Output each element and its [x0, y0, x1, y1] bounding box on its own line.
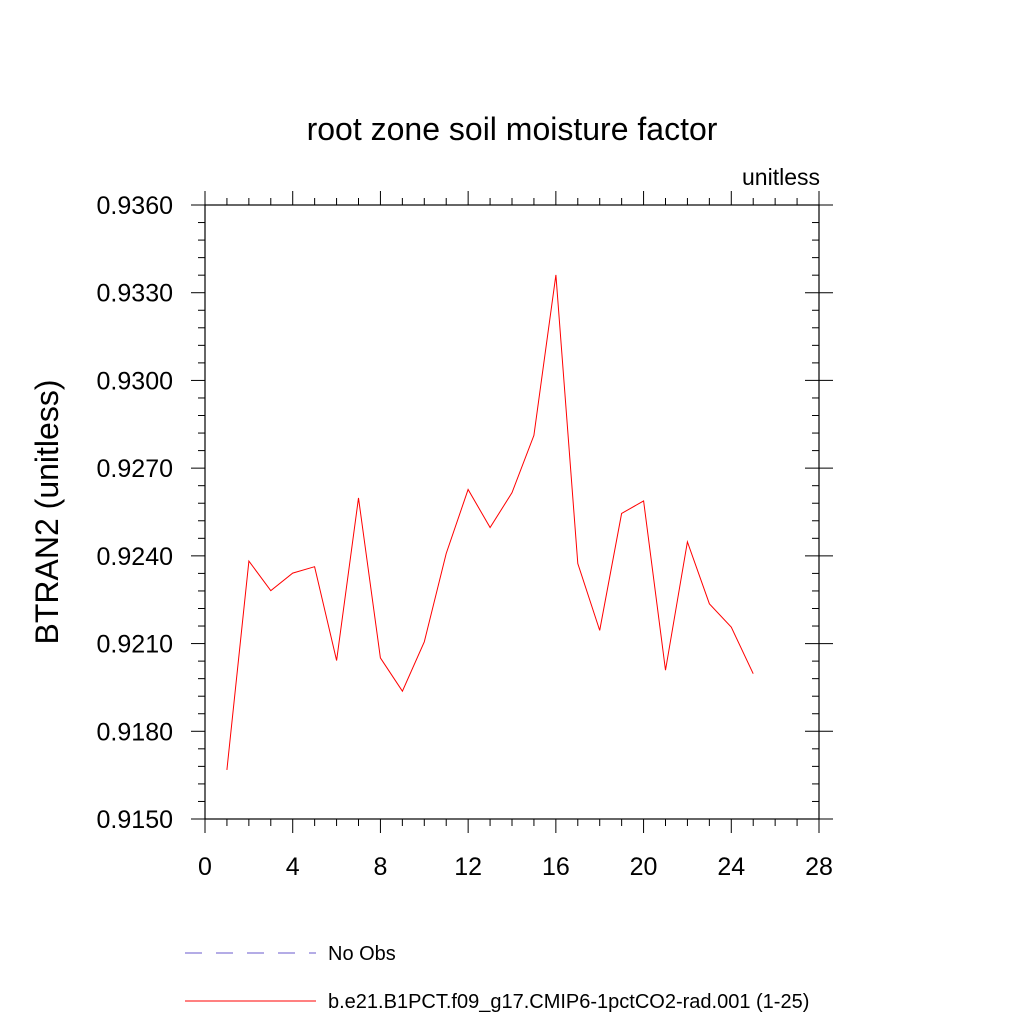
x-tick-label: 8: [373, 853, 387, 881]
y-axis-tick-labels: 0.9150 0.9180 0.9210 0.9240 0.9270 0.9300 0.93…: [97, 192, 173, 834]
legend-label-model-run: b.e21.B1PCT.f09_g17.CMIP6-1pctCO2-rad.00…: [328, 991, 809, 1013]
units-label: unitless: [742, 164, 820, 190]
y-tick-label: 0.9360: [97, 192, 173, 220]
legend: No Obs b.e21.B1PCT.f09_g17.CMIP6-1pctCO2…: [185, 943, 809, 1013]
legend-label-no-obs: No Obs: [328, 943, 396, 965]
x-tick-label: 24: [717, 853, 745, 881]
axis-ticks: [191, 191, 833, 833]
y-tick-label: 0.9330: [97, 280, 173, 308]
chart-title: root zone soil moisture factor: [307, 111, 718, 147]
x-tick-label: 16: [542, 853, 570, 881]
series-line: [226, 274, 754, 770]
y-tick-label: 0.9270: [97, 455, 173, 483]
x-tick-label: 28: [805, 853, 833, 881]
x-tick-label: 12: [454, 853, 482, 881]
y-tick-label: 0.9210: [97, 631, 173, 659]
plot-frame: [204, 204, 820, 820]
y-tick-label: 0.9240: [97, 543, 173, 571]
x-tick-label: 4: [286, 853, 300, 881]
y-tick-label: 0.9150: [97, 806, 173, 834]
y-axis-label: BTRAN2 (unitless): [29, 380, 65, 645]
x-tick-label: 20: [630, 853, 658, 881]
y-tick-label: 0.9300: [97, 367, 173, 395]
x-axis-tick-labels: 0 4 8 12 16 20 24 28: [198, 853, 833, 881]
series-lines: [226, 274, 754, 770]
y-tick-label: 0.9180: [97, 718, 173, 746]
x-tick-label: 0: [198, 853, 212, 881]
